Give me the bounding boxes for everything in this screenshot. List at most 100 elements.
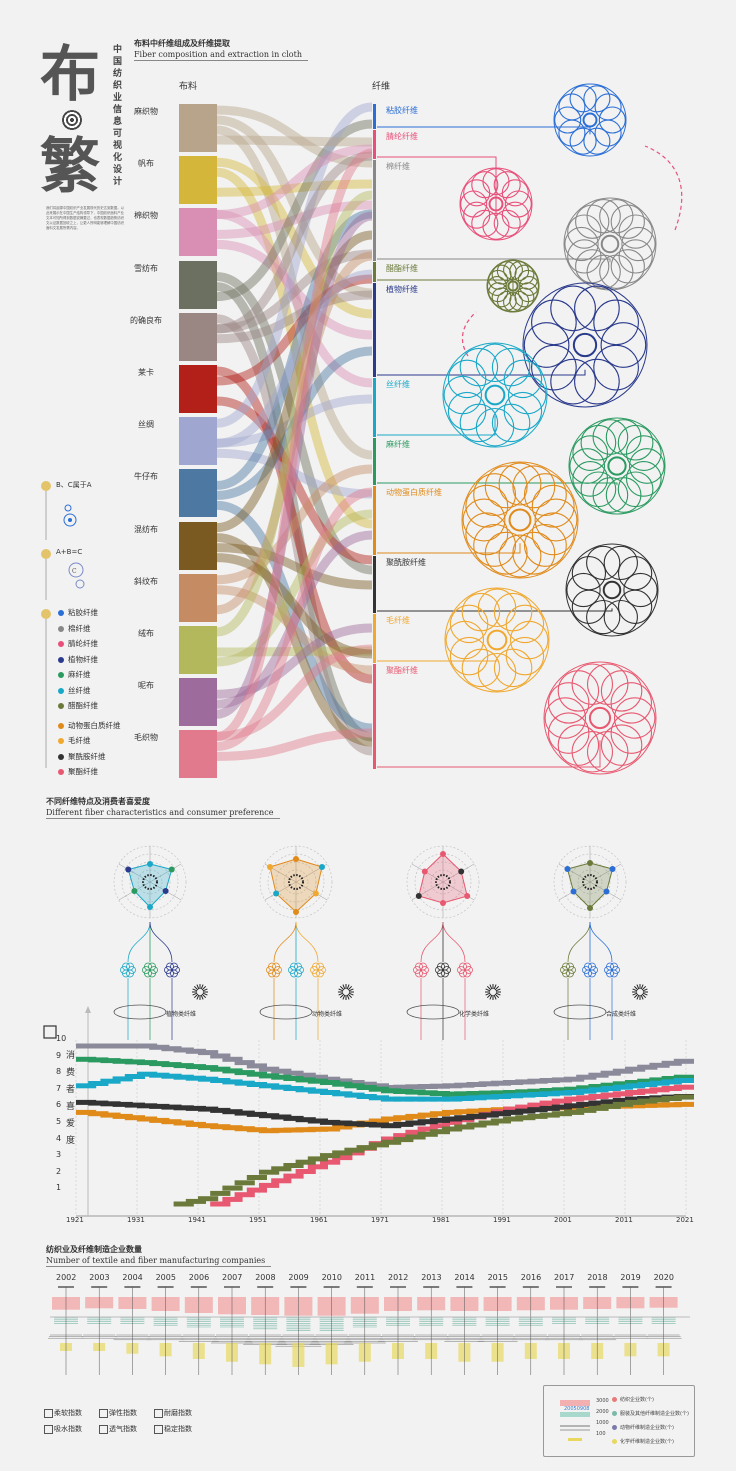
preference-segment: [100, 1078, 121, 1084]
rosette-petal: [496, 290, 517, 311]
preference-segment: [173, 1201, 194, 1207]
preference-segment: [259, 1073, 280, 1079]
preference-segment: [539, 1091, 560, 1097]
preference-segment: [466, 1082, 487, 1087]
sunburst-ray: [201, 985, 207, 991]
rosette-petal: [498, 534, 542, 578]
preference-segment: [600, 1070, 621, 1076]
mini-rosette-petal: [610, 962, 618, 971]
preference-segment: [307, 1156, 328, 1162]
preference-segment: [283, 1086, 304, 1091]
radar-group: [259, 845, 354, 1040]
preference-segment: [661, 1096, 682, 1101]
preference-segment: [576, 1088, 597, 1094]
radar-point: [125, 866, 132, 873]
radar-point: [147, 904, 153, 910]
sunburst-ray: [632, 988, 638, 992]
mini-rosette-petal: [566, 962, 574, 971]
sankey-link: [216, 509, 373, 667]
preference-segment: [271, 1127, 292, 1133]
rosette-petal: [605, 477, 642, 513]
preference-segment: [600, 1103, 621, 1109]
preference-segment: [234, 1070, 255, 1076]
sunburst-ray: [347, 985, 353, 991]
fiber-connector: [377, 740, 601, 768]
rosette-petal: [484, 465, 528, 509]
preference-segment: [454, 1124, 475, 1130]
preference-segment: [637, 1064, 658, 1070]
preference-segment: [88, 1057, 109, 1063]
fiber-label: 棉纤维: [386, 162, 410, 171]
sunburst-ray: [493, 984, 497, 990]
sunburst-ray: [494, 993, 500, 999]
fiber-rosette: [444, 587, 550, 693]
preference-segment: [417, 1084, 438, 1089]
preference-segment: [149, 1061, 170, 1067]
sankey-diagram: [216, 83, 683, 775]
rosette-petal: [603, 599, 638, 635]
preference-segment: [515, 1089, 536, 1095]
y-tick-label: 1: [56, 1183, 62, 1193]
preference-segment: [490, 1080, 511, 1086]
sankey-link: [216, 396, 373, 565]
preference-segment: [173, 1074, 194, 1080]
preference-segment: [210, 1190, 231, 1196]
rosette-petal: [594, 119, 622, 147]
preference-segment: [576, 1095, 597, 1101]
y-tick-label: 9: [56, 1050, 62, 1060]
title-emblem: [40, 110, 110, 130]
index-label: 柔软指数: [54, 1409, 82, 1417]
preference-segment: [381, 1085, 402, 1090]
index-label: 弹性指数: [109, 1409, 137, 1417]
legend-label: 动物蛋白质纤维: [68, 720, 121, 730]
preference-segment: [673, 1084, 694, 1090]
preference-segment: [210, 1053, 231, 1059]
preference-segment: [503, 1106, 524, 1112]
preference-segment: [246, 1071, 267, 1077]
sankey-link: [216, 543, 373, 590]
preference-segment: [381, 1116, 402, 1122]
group-ellipse: [113, 1004, 167, 1020]
x-tick-label: 2011: [615, 1216, 633, 1224]
sankey-link: [216, 274, 373, 386]
preference-segment: [478, 1120, 499, 1126]
sankey-link: [216, 148, 373, 741]
rosette-petal: [621, 226, 656, 262]
rosette-petal: [583, 127, 611, 155]
mini-rosette-petal: [144, 962, 152, 971]
preference-segment: [222, 1185, 243, 1191]
fiber-bar: [373, 486, 376, 555]
preference-segment: [539, 1105, 560, 1111]
preference-segment: [259, 1182, 280, 1188]
radar-center: [435, 874, 451, 890]
preference-segment: [442, 1096, 463, 1102]
preference-segment: [393, 1096, 414, 1102]
sankey-link: [216, 272, 373, 575]
section3-title-en: Number of textile and fiber manufacturin…: [46, 1256, 266, 1265]
preference-segment: [137, 1103, 158, 1109]
sunburst-ray: [342, 994, 346, 1000]
preference-segment: [222, 1196, 243, 1202]
preference-segment: [429, 1096, 450, 1102]
legend-label: 粘胶纤维: [68, 608, 98, 617]
sunburst-ray: [633, 985, 639, 991]
mini-rosette-petal: [415, 962, 423, 971]
preference-segment: [393, 1121, 414, 1127]
preference-segment: [124, 1074, 145, 1079]
y-tick-label: 6: [56, 1100, 62, 1110]
rosette-rim: [522, 282, 648, 408]
preference-segment: [222, 1068, 243, 1074]
section1-title-zh: 布料中纤维组成及纤维提取: [134, 38, 230, 48]
rosette-petal: [447, 391, 487, 431]
preference-segment: [356, 1081, 377, 1087]
legend-dot: [58, 722, 64, 729]
preference-segment: [332, 1120, 353, 1126]
preference-segment: [588, 1072, 609, 1078]
legend-label: 聚酰胺纤维: [68, 751, 106, 761]
sunburst-ray: [640, 994, 644, 1000]
sunburst-ray: [196, 994, 200, 1000]
preference-segment: [417, 1119, 438, 1125]
sunburst-ray: [348, 988, 354, 992]
rosette-petal: [625, 435, 662, 471]
sankey-link: [216, 269, 373, 448]
